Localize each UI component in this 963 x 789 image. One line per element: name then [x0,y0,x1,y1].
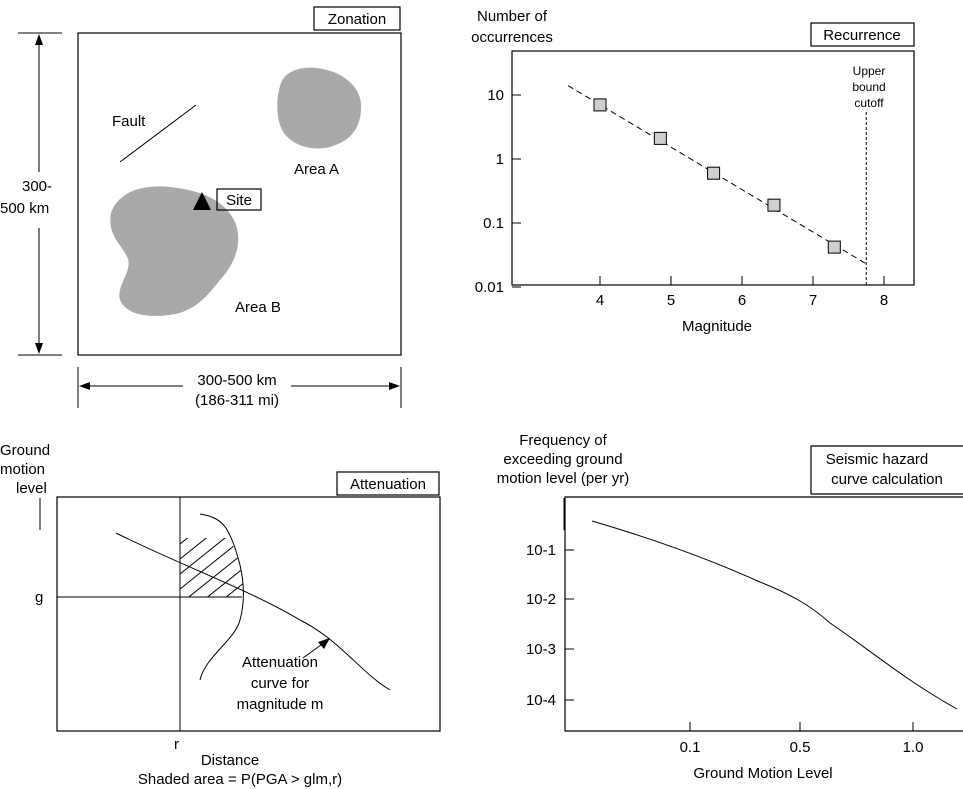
hazard-panel: Seismic hazard curve calculation Frequen… [497,432,963,782]
zonation-title-box [313,6,401,31]
recurrence-data-point [593,98,607,112]
site-label: Site [226,192,252,209]
fault-line [119,104,197,163]
recurrence-xlabel: Magnitude [682,318,752,335]
hazard-ytick-label: 10-3 [526,641,556,658]
recurrence-ylabel-line1: Number of [477,8,548,25]
recurrence-data-points [593,98,841,254]
hazard-frame [564,496,963,732]
site-label-box [216,188,262,211]
recurrence-x-ticks: 4 5 6 7 8 [596,276,888,309]
recurrence-xtick-label: 8 [880,292,888,309]
recurrence-ytick-label: 10 [487,87,504,104]
hazard-title-line2: curve calculation [831,471,943,488]
attenuation-ylabel-line2: motion [0,461,45,478]
attenuation-curve [115,532,391,691]
recurrence-panel: Recurrence Number of occurrences 10 1 0.1 0… [471,8,915,335]
recurrence-ytick-label: 0.1 [483,215,504,232]
recurrence-xtick-label: 4 [596,292,604,309]
hazard-ylabel-line2: exceeding ground [503,451,622,468]
attenuation-title-box [336,471,440,496]
area-a-label: Area A [294,161,339,178]
probability-hatch-area [180,538,243,597]
hazard-ytick-label: 10-1 [526,542,556,559]
recurrence-xtick-label: 7 [809,292,817,309]
recurrence-data-point [767,198,781,212]
curve-label-arrow-icon [318,638,330,649]
g-label: g [35,589,43,606]
attenuation-ylabel-line3: level [16,480,47,497]
cutoff-label-line1: Upper [853,64,886,78]
recurrence-ylabel-line2: occurrences [471,29,553,46]
cutoff-label-line2: bound [852,80,885,94]
hazard-xtick-label: 1.0 [903,739,924,756]
recurrence-xtick-label: 5 [667,292,675,309]
curve-label-line3: magnitude m [237,696,324,713]
recurrence-title: Recurrence [823,27,901,44]
recurrence-frame [511,50,915,286]
zonation-panel: Zonation Area A Area B Fault Site 300- 5… [0,6,402,409]
width-arrow-left-icon [79,382,90,390]
attenuation-ylabel-line1: Ground [0,442,50,459]
height-arrow-down-icon [35,343,43,354]
recurrence-data-point [653,131,667,145]
width-arrow-right-icon [389,382,400,390]
attenuation-caption: Shaded area = P(PGA > glm,r) [138,771,342,788]
attenuation-xlabel: Distance [201,752,259,769]
hazard-title-line1: Seismic hazard [826,451,929,468]
attenuation-title: Attenuation [350,476,426,493]
recurrence-title-box [810,22,915,47]
hazard-curve [591,520,958,710]
site-marker-icon [193,192,211,210]
recurrence-data-point [827,240,841,254]
recurrence-xtick-label: 6 [738,292,746,309]
recurrence-data-point [707,166,721,180]
hazard-x-ticks: 0.1 0.5 1.0 [680,722,924,756]
distribution-curve [199,513,244,681]
hazard-ylabel-line1: Frequency of [519,432,607,449]
recurrence-ytick-label: 0.01 [475,279,504,296]
hazard-ytick-label: 10-4 [526,692,556,709]
area-a-shape [277,67,362,149]
zonation-frame [77,32,402,356]
area-b-shape [110,186,239,316]
hazard-xlabel: Ground Motion Level [693,765,832,782]
hazard-title-box [810,445,963,495]
hazard-y-ticks: 10-1 10-2 10-3 10-4 [526,542,574,709]
height-arrow-up-icon [35,34,43,45]
width-label-line2: (186-311 mi) [195,392,279,409]
hazard-xtick-label: 0.1 [680,739,701,756]
zonation-title: Zonation [328,11,386,28]
height-label-line2: 500 km [0,200,49,217]
attenuation-panel: Attenuation Ground motion level Attenuat… [0,442,441,788]
fault-label: Fault [112,113,146,130]
curve-label-line1: Attenuation [242,654,318,671]
width-label-line1: 300-500 km [197,372,276,389]
curve-label-line2: curve for [251,675,309,692]
attenuation-frame [56,496,441,732]
hazard-ytick-label: 10-2 [526,591,556,608]
area-b-label: Area B [235,299,281,316]
hazard-ylabel-line3: motion level (per yr) [497,470,630,487]
recurrence-y-ticks: 10 1 0.1 0.01 [475,87,521,296]
r-label: r [174,736,179,753]
recurrence-ytick-label: 1 [496,151,504,168]
hazard-xtick-label: 0.5 [790,739,811,756]
cutoff-label-line3: cutoff [854,96,884,110]
height-label-line1: 300- [22,178,52,195]
